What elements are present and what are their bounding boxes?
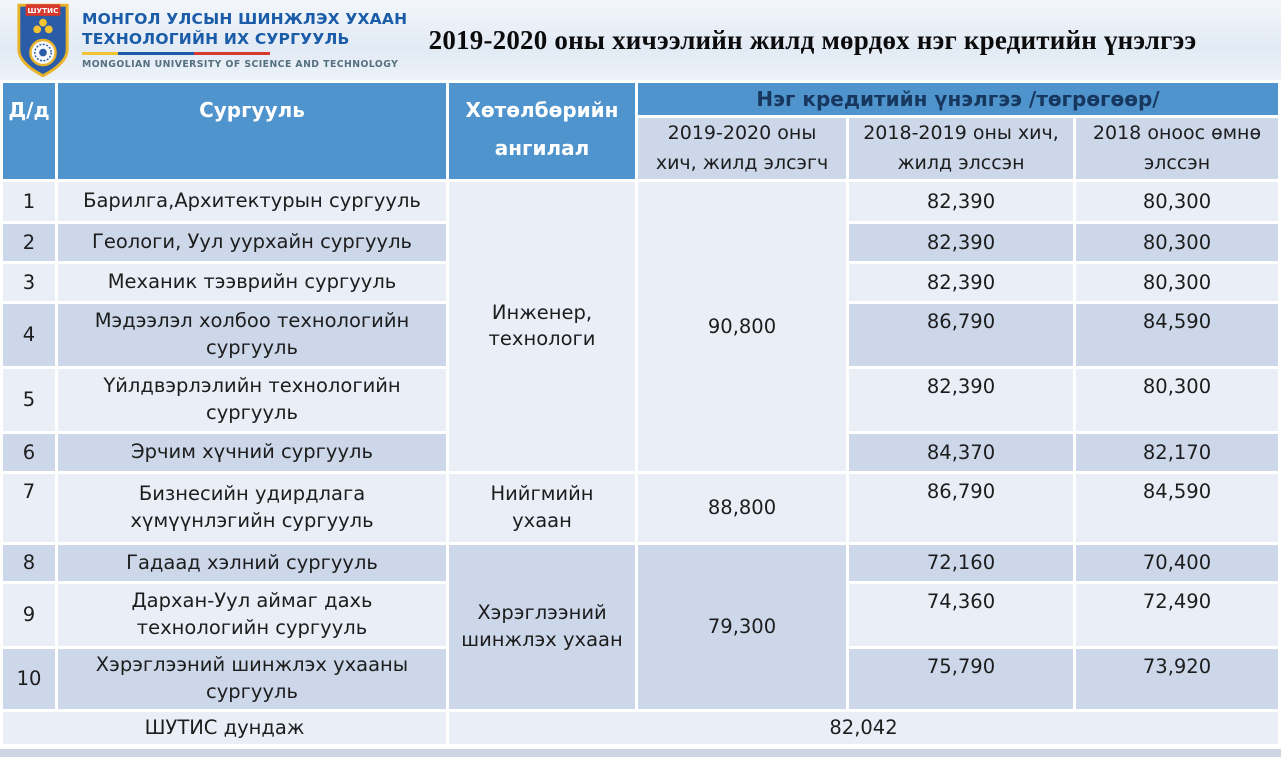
row-num: 7 bbox=[3, 473, 55, 542]
rate-2018-2019-cell: 86,790 bbox=[849, 303, 1073, 366]
school-name: Хэрэглээний шинжлэх ухааны сургууль bbox=[58, 648, 446, 709]
slide-title: 2019-2020 оны хичээлийн жилд мөрдөх нэг … bbox=[428, 24, 1197, 55]
credit-rate-table: Д/д Сургууль Хөтөлбөрийн ангилал Нэг кре… bbox=[0, 80, 1281, 747]
rate-before-2018-cell: 82,170 bbox=[1076, 433, 1279, 471]
school-name: Механик тээврийн сургууль bbox=[58, 263, 446, 301]
col-header-school: Сургууль bbox=[58, 83, 446, 179]
rate-before-2018-cell: 84,590 bbox=[1076, 303, 1279, 366]
rate-before-2018-cell: 84,590 bbox=[1076, 473, 1279, 542]
table-row: 8 Гадаад хэлний сургууль Хэрэглээний шин… bbox=[3, 544, 1279, 709]
rate-before-2018-cell: 80,300 bbox=[1076, 181, 1279, 221]
rate-2018-2019-cell: 84,370 bbox=[849, 433, 1073, 471]
table-header-row-1: Д/д Сургууль Хөтөлбөрийн ангилал Нэг кре… bbox=[3, 83, 1279, 179]
school-name: Барилга,Архитектурын сургууль bbox=[58, 181, 446, 221]
rate-2019-2020-cell: 79,300 bbox=[638, 544, 846, 709]
row-num: 10 bbox=[3, 648, 55, 709]
col-header-category: Хөтөлбөрийн ангилал bbox=[449, 83, 635, 179]
must-shield-icon: ШУТИС bbox=[17, 3, 69, 77]
table-footer-row: ШУТИС дундаж 82,042 bbox=[3, 711, 1279, 744]
rate-before-2018-cell: 80,300 bbox=[1076, 223, 1279, 261]
table-row: 5 Үйлдвэрлэлийн технологийн сургууль 82,… bbox=[3, 368, 1279, 431]
table-row: 9 Дархан-Уул аймаг дахь технологийн сург… bbox=[3, 583, 1279, 646]
rate-2018-2019-cell: 82,390 bbox=[849, 181, 1073, 221]
rate-before-2018-cell: 80,300 bbox=[1076, 263, 1279, 301]
title-area: 2019-2020 оны хичээлийн жилд мөрдөх нэг … bbox=[352, 25, 1281, 56]
school-name: Геологи, Уул уурхайн сургууль bbox=[58, 223, 446, 261]
logo-text-block: МОНГОЛ УЛСЫН ШИНЖЛЭХ УХААН ТЕХНОЛОГИЙН И… bbox=[82, 10, 407, 70]
rate-2018-2019-cell: 74,360 bbox=[849, 583, 1073, 646]
university-logo: ШУТИС МОНГОЛ УЛСЫН ШИНЖЛЭХ УХААН ТЕХНОЛО… bbox=[0, 3, 407, 77]
rate-2018-2019-cell: 72,160 bbox=[849, 544, 1073, 581]
table-row: 4 Мэдээлэл холбоо технологийн сургууль 8… bbox=[3, 303, 1279, 366]
table-header-row-2: 2019-2020 оны хич, жилд элсэгч 2018-2019… bbox=[3, 118, 1279, 179]
university-name-mn-line2: ТЕХНОЛОГИЙН ИХ СУРГУУЛЬ bbox=[82, 29, 350, 48]
col-header-group: Нэг кредитийн үнэлгээ /төгрөгөөр/ bbox=[638, 83, 1279, 115]
table-row: 2 Геологи, Уул уурхайн сургууль 82,390 8… bbox=[3, 223, 1279, 261]
row-num: 5 bbox=[3, 368, 55, 431]
col-header-2018-2019: 2018-2019 оны хич, жилд элссэн bbox=[849, 118, 1073, 179]
rate-2018-2019-cell: 82,390 bbox=[849, 368, 1073, 431]
rate-before-2018-cell: 70,400 bbox=[1076, 544, 1279, 581]
col-header-2019-2020: 2019-2020 оны хич, жилд элсэгч bbox=[638, 118, 846, 179]
row-num: 8 bbox=[3, 544, 55, 581]
school-name: Дархан-Уул аймаг дахь технологийн сургуу… bbox=[58, 583, 446, 646]
table-row: 6 Эрчим хүчний сургууль 84,370 82,170 bbox=[3, 433, 1279, 471]
rate-2019-2020-cell: 88,800 bbox=[638, 473, 846, 542]
row-num: 2 bbox=[3, 223, 55, 261]
rate-2018-2019-cell: 86,790 bbox=[849, 473, 1073, 542]
average-value: 82,042 bbox=[449, 711, 1279, 744]
school-name: Бизнесийн удирдлага хүмүүнлэгийн сургуул… bbox=[58, 473, 446, 542]
table-row: 3 Механик тээврийн сургууль 82,390 80,30… bbox=[3, 263, 1279, 301]
row-num: 1 bbox=[3, 181, 55, 221]
col-header-num: Д/д bbox=[3, 83, 55, 179]
rate-before-2018-cell: 73,920 bbox=[1076, 648, 1279, 709]
bottom-strip bbox=[0, 749, 1281, 757]
table-row: 7 Бизнесийн удирдлага хүмүүнлэгийн сургу… bbox=[3, 473, 1279, 542]
row-num: 6 bbox=[3, 433, 55, 471]
rate-before-2018-cell: 80,300 bbox=[1076, 368, 1279, 431]
school-name: Мэдээлэл холбоо технологийн сургууль bbox=[58, 303, 446, 366]
logo-acronym: ШУТИС bbox=[28, 6, 59, 15]
col-header-before-2018: 2018 оноос өмнө элссэн bbox=[1076, 118, 1279, 179]
category-cell: Нийгмийн ухаан bbox=[449, 473, 635, 542]
logo-divider bbox=[82, 51, 270, 55]
category-cell: Инженер, технологи bbox=[449, 181, 635, 471]
row-num: 9 bbox=[3, 583, 55, 646]
rate-2019-2020-cell: 90,800 bbox=[638, 181, 846, 471]
rate-2018-2019-cell: 82,390 bbox=[849, 263, 1073, 301]
top-band: ШУТИС МОНГОЛ УЛСЫН ШИНЖЛЭХ УХААН ТЕХНОЛО… bbox=[0, 0, 1281, 80]
rate-before-2018-cell: 72,490 bbox=[1076, 583, 1279, 646]
table-row: 10 Хэрэглээний шинжлэх ухааны сургууль 7… bbox=[3, 648, 1279, 709]
university-name-mn-line1: МОНГОЛ УЛСЫН ШИНЖЛЭХ УХААН bbox=[82, 10, 408, 29]
rate-2018-2019-cell: 82,390 bbox=[849, 223, 1073, 261]
rate-2018-2019-cell: 75,790 bbox=[849, 648, 1073, 709]
table-row: 1 Барилга,Архитектурын сургууль Инженер,… bbox=[3, 181, 1279, 471]
school-name: Гадаад хэлний сургууль bbox=[58, 544, 446, 581]
row-num: 3 bbox=[3, 263, 55, 301]
average-label: ШУТИС дундаж bbox=[3, 711, 446, 744]
school-name: Эрчим хүчний сургууль bbox=[58, 433, 446, 471]
university-name-en: MONGOLIAN UNIVERSITY OF SCIENCE AND TECH… bbox=[82, 58, 399, 70]
school-name: Үйлдвэрлэлийн технологийн сургууль bbox=[58, 368, 446, 431]
row-num: 4 bbox=[3, 303, 55, 366]
category-cell: Хэрэглээний шинжлэх ухаан bbox=[449, 544, 635, 709]
